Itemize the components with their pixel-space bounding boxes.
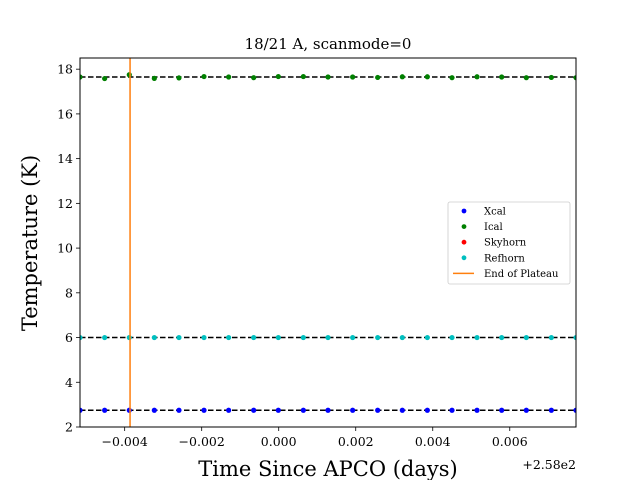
y-tick-label: 4 [65,375,73,390]
xcal-point [325,407,331,413]
xcal-point [399,407,405,413]
ical-point [176,75,182,81]
refhorn-point [275,334,281,341]
x-axis-label: Time Since APCO (days) [198,457,457,480]
y-axis-label: Temperature (K) [18,155,42,331]
legend-ical-marker [461,224,467,230]
x-tick-label: 0.006 [492,434,528,449]
xcal-point [375,407,381,413]
xcal-point [275,407,281,413]
xcal-point [201,407,207,413]
xcal-point [499,407,505,413]
ical-point [350,74,356,80]
y-tick-label: 2 [65,420,73,435]
refhorn-point [151,334,157,341]
xcal-point [226,407,232,413]
refhorn-point [449,334,455,341]
xcal-point [449,407,455,413]
plot-frame [79,57,577,428]
refhorn-point [300,334,306,341]
refhorn-point [474,334,480,341]
ical-point [375,74,381,81]
legend-box [447,201,571,285]
refhorn-point [548,334,554,341]
legend-skyhorn-label: Skyhorn [484,238,527,249]
xcal-point [126,407,132,413]
ical-point [499,74,505,80]
ical-point [201,73,207,80]
refhorn-point [126,334,132,341]
legend-refhorn-label: Refhorn [484,253,525,264]
ical-point [151,75,157,81]
legend-skyhorn-marker [461,239,467,245]
legend-refhorn-marker [461,255,467,261]
ical-point [102,75,108,82]
refhorn-point [523,334,529,341]
legend-xcal-label: Xcal [484,207,506,218]
y-tick-label: 8 [65,285,73,300]
plot-contents [80,58,576,427]
plot-area [80,58,576,427]
refhorn-point [201,334,207,341]
refhorn-point [80,334,83,341]
xcal-point [151,407,157,413]
ical-point [300,73,306,80]
ical-point [80,74,83,80]
y-tick-label: 18 [57,62,73,77]
xcal-point [474,407,480,413]
xcal-point [350,407,356,413]
x-tick-label: 0.002 [338,434,374,449]
refhorn-point [375,334,381,341]
refhorn-point [102,334,108,341]
ical-point [325,74,331,80]
axis-ticks: −0.004 −0.002 0.000 0.002 0.004 0.006 2 4 6 8 10 12… [57,62,528,449]
xcal-point [548,407,554,413]
ical-point [424,74,430,80]
ical-point [226,74,232,80]
x-tick-label: 0.004 [415,434,451,449]
refhorn-point [325,334,331,341]
y-tick-label: 12 [57,196,73,211]
legend-end-of-plateau-label: End of Plateau [484,269,559,280]
chart-title: 18/21 A, scanmode=0 [245,35,412,53]
legend-ical-label: Ical [484,222,503,233]
x-axis-offset-label: +2.58e2 [522,457,576,472]
ical-point [573,75,576,81]
y-tick-label: 6 [65,330,73,345]
ical-point [251,75,257,81]
x-tick-label: 0.000 [261,434,297,449]
refhorn-point [499,334,505,341]
xcal-point [573,407,576,413]
x-tick-label: −0.002 [179,434,225,449]
y-tick-label: 16 [57,106,73,121]
refhorn-point [424,334,430,341]
refhorn-point [251,334,257,341]
xcal-point [300,407,306,413]
refhorn-point [350,334,356,341]
legend: Xcal Ical Skyhorn Refhorn End of Plateau [447,201,571,285]
ical-point [399,74,405,80]
ical-point [548,74,554,81]
ical-point [523,75,529,81]
ical-point [126,72,132,78]
refhorn-point [573,334,576,341]
refhorn-point [226,334,232,341]
ical-point [474,74,480,80]
ical-point [275,73,281,80]
ical-point [449,75,455,81]
xcal-point [102,407,108,413]
xcal-point [176,407,182,413]
xcal-point [251,407,257,413]
xcal-point [80,407,83,413]
legend-xcal-marker [461,208,467,214]
refhorn-point [399,334,405,341]
y-tick-label: 14 [57,151,73,166]
xcal-point [523,407,529,413]
refhorn-point [176,334,182,341]
x-tick-label: −0.004 [102,434,148,449]
y-tick-label: 10 [57,241,73,256]
xcal-point [424,407,430,413]
